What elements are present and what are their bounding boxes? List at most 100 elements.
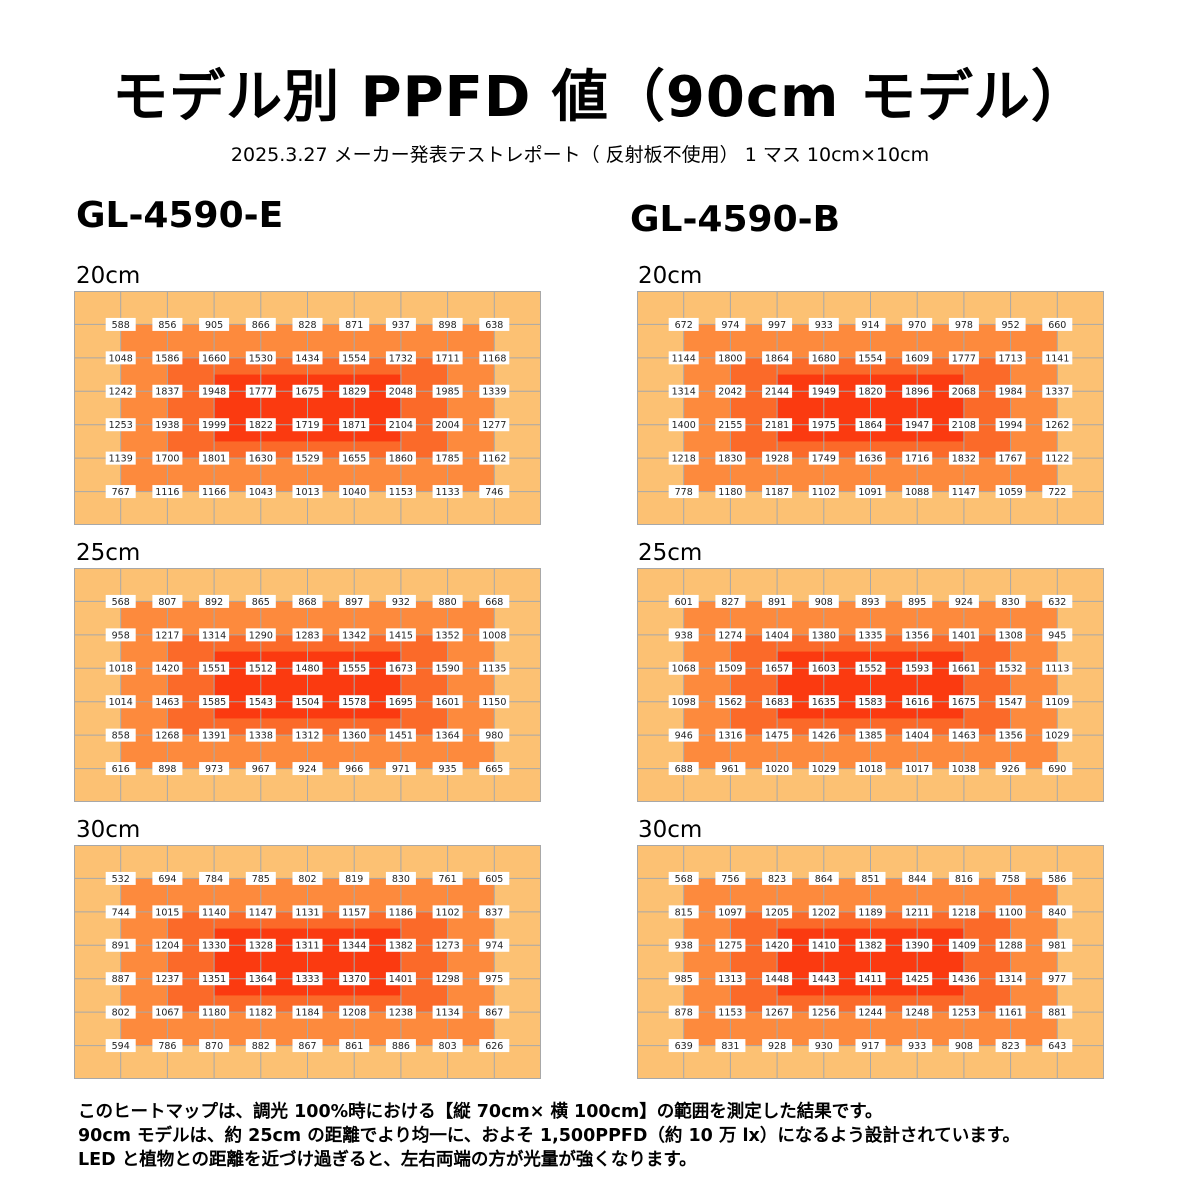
value-label-box	[948, 384, 979, 398]
value-label: 1339	[482, 387, 506, 398]
value-label: 867	[485, 1008, 503, 1019]
value-label-box	[995, 905, 1026, 919]
value-label-box	[245, 628, 276, 642]
value-label-box	[948, 594, 979, 608]
value-label-box	[808, 451, 839, 465]
value-label-box	[152, 317, 183, 331]
value-label: 897	[345, 597, 363, 608]
value-label-box	[762, 871, 793, 885]
value-label: 1400	[672, 420, 696, 431]
value-label: 932	[392, 597, 410, 608]
value-label: 1864	[858, 420, 882, 431]
value-label: 660	[1048, 320, 1066, 331]
value-label: 1390	[905, 941, 929, 952]
value-label: 1401	[389, 974, 413, 985]
value-label: 1425	[905, 974, 929, 985]
value-label: 865	[252, 597, 270, 608]
value-label-box	[855, 905, 886, 919]
value-label: 761	[439, 874, 457, 885]
value-label-box	[808, 594, 839, 608]
value-label-box	[808, 871, 839, 885]
value-label-box	[432, 351, 463, 365]
value-label: 967	[252, 764, 270, 775]
value-label: 1655	[342, 454, 366, 465]
value-label: 881	[1048, 1008, 1066, 1019]
value-label-box	[1042, 351, 1073, 365]
value-label-box	[948, 1005, 979, 1019]
value-label: 816	[955, 874, 973, 885]
value-label: 908	[955, 1041, 973, 1052]
value-label-box	[762, 762, 793, 776]
value-label-box	[339, 972, 370, 986]
value-label-box	[668, 485, 699, 499]
value-label: 1205	[765, 907, 789, 918]
value-label: 830	[1002, 597, 1020, 608]
value-label: 1040	[342, 487, 366, 498]
value-label-box	[339, 938, 370, 952]
value-label: 827	[721, 597, 739, 608]
value-label: 1135	[482, 664, 506, 675]
value-label: 1949	[812, 387, 836, 398]
value-label-box	[105, 728, 136, 742]
value-label: 935	[439, 764, 457, 775]
value-label-box	[668, 661, 699, 675]
value-label-box	[245, 661, 276, 675]
value-label-box	[902, 1005, 933, 1019]
value-label: 1583	[858, 697, 882, 708]
value-label: 1552	[858, 664, 882, 675]
value-label-box	[808, 938, 839, 952]
value-label-box	[762, 594, 793, 608]
value-label: 1238	[389, 1008, 413, 1019]
value-label: 1999	[202, 420, 226, 431]
value-label-box	[948, 871, 979, 885]
value-label: 868	[298, 597, 316, 608]
value-label-box	[855, 1039, 886, 1053]
value-label: 1330	[202, 941, 226, 952]
value-label: 1616	[905, 697, 929, 708]
value-label: 1275	[718, 941, 742, 952]
value-label-box	[432, 317, 463, 331]
model-title-b: GL-4590-B	[630, 199, 841, 240]
value-label-box	[199, 972, 230, 986]
value-label: 1713	[999, 353, 1023, 364]
value-label: 1585	[202, 697, 226, 708]
heatmap-svg: 568 756 823 864 851 844 816 758 586 815 1097 1205 12…	[637, 845, 1104, 1079]
value-label-box	[105, 695, 136, 709]
value-label: 778	[675, 487, 693, 498]
value-label-box	[432, 661, 463, 675]
value-label-box	[902, 628, 933, 642]
value-label-box	[995, 661, 1026, 675]
value-label-box	[105, 661, 136, 675]
value-label-box	[385, 972, 416, 986]
value-label-box	[385, 351, 416, 365]
value-label: 1008	[482, 630, 506, 641]
value-label: 601	[675, 597, 693, 608]
value-label: 1248	[905, 1008, 929, 1019]
value-label: 1410	[812, 941, 836, 952]
heatmap-border	[637, 568, 1104, 802]
value-label-box	[1042, 384, 1073, 398]
value-label-box	[808, 1005, 839, 1019]
value-label: 802	[112, 1008, 130, 1019]
value-label: 1475	[765, 731, 789, 742]
value-label: 1401	[952, 630, 976, 641]
value-label-box	[902, 762, 933, 776]
value-label: 1218	[672, 454, 696, 465]
value-label-box	[339, 695, 370, 709]
value-label: 1382	[389, 941, 413, 952]
heatmap-svg: 588 856 905 866 828 871 937 898 638 1048 1586 1660 1…	[74, 291, 541, 525]
value-label: 1451	[389, 731, 413, 742]
value-label-box	[808, 351, 839, 365]
value-label-box	[245, 485, 276, 499]
value-label-box	[808, 905, 839, 919]
value-label-box	[432, 762, 463, 776]
value-label-box	[339, 1039, 370, 1053]
value-label-box	[479, 1005, 510, 1019]
value-label-box	[948, 972, 979, 986]
value-label: 898	[439, 320, 457, 331]
value-label: 1480	[295, 664, 319, 675]
value-label: 1253	[952, 1008, 976, 1019]
value-label-box	[715, 695, 746, 709]
value-label-box	[339, 485, 370, 499]
value-label-box	[199, 594, 230, 608]
